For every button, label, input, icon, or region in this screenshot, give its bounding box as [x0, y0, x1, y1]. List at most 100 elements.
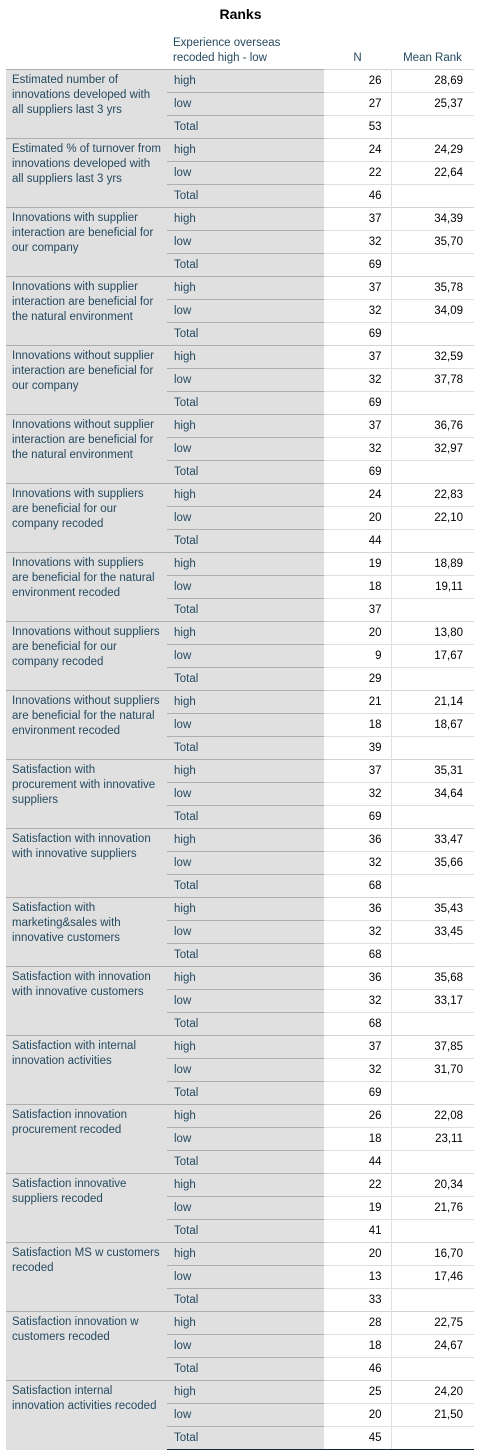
- mean-rank-cell: [391, 874, 474, 898]
- group-label: high: [167, 138, 324, 162]
- n-cell: 69: [324, 253, 392, 277]
- n-cell: 18: [324, 1127, 392, 1151]
- table-row: Total 41: [6, 1219, 474, 1243]
- mean-rank-cell: 33,47: [391, 828, 474, 852]
- group-label: Total: [167, 667, 324, 691]
- table-row: Innovations without suppliers are benefi…: [6, 690, 474, 760]
- mean-rank-cell: 28,69: [391, 69, 474, 93]
- table-row: low 32 33,17: [6, 989, 474, 1013]
- table-row: Total 29: [6, 667, 474, 691]
- table-row: Satisfaction innovation w customers reco…: [6, 1311, 474, 1381]
- n-cell: 37: [324, 345, 392, 369]
- n-cell: 13: [324, 1265, 392, 1289]
- variable-label: Estimated number of innovations develope…: [6, 69, 167, 139]
- n-cell: 32: [324, 230, 392, 254]
- group-label: high: [167, 1035, 324, 1059]
- mean-rank-cell: 21,50: [391, 1403, 474, 1427]
- n-cell: 37: [324, 759, 392, 783]
- group-label: high: [167, 966, 324, 990]
- ranks-table-container: Experience overseas recoded high - low N…: [6, 34, 474, 1450]
- variable-label: Satisfaction innovation w customers reco…: [6, 1311, 167, 1381]
- group-label: high: [167, 759, 324, 783]
- n-cell: 18: [324, 713, 392, 737]
- mean-rank-cell: 36,76: [391, 414, 474, 438]
- table-row: Satisfaction with procurement with innov…: [6, 759, 474, 829]
- mean-rank-cell: [391, 667, 474, 691]
- n-cell: 25: [324, 1380, 392, 1404]
- table-row: low 32 34,09: [6, 299, 474, 323]
- mean-rank-cell: [391, 736, 474, 760]
- n-cell: 37: [324, 414, 392, 438]
- group-label: low: [167, 161, 324, 185]
- group-label: Total: [167, 598, 324, 622]
- variable-label: Innovations with supplier interaction ar…: [6, 207, 167, 277]
- table-row: low 32 35,66: [6, 851, 474, 875]
- group-label: low: [167, 851, 324, 875]
- n-cell: 37: [324, 207, 392, 231]
- mean-rank-cell: 20,34: [391, 1173, 474, 1197]
- group-label: low: [167, 437, 324, 461]
- mean-rank-cell: 22,64: [391, 161, 474, 185]
- group-label: low: [167, 920, 324, 944]
- n-cell: 69: [324, 1081, 392, 1105]
- table-row: Total 44: [6, 529, 474, 553]
- n-cell: 32: [324, 299, 392, 323]
- group-label: high: [167, 414, 324, 438]
- mean-rank-cell: 34,39: [391, 207, 474, 231]
- mean-rank-cell: [391, 805, 474, 829]
- group-label: high: [167, 276, 324, 300]
- variable-label: Satisfaction innovative suppliers recode…: [6, 1173, 167, 1243]
- mean-rank-cell: 32,97: [391, 437, 474, 461]
- table-row: Innovations without suppliers are benefi…: [6, 621, 474, 691]
- mean-rank-cell: 34,09: [391, 299, 474, 323]
- n-cell: 20: [324, 621, 392, 645]
- n-cell: 20: [324, 506, 392, 530]
- table-row: Satisfaction innovative suppliers recode…: [6, 1173, 474, 1243]
- variable-label: Innovations without supplier interaction…: [6, 414, 167, 484]
- variable-label: Satisfaction with internal innovation ac…: [6, 1035, 167, 1105]
- n-cell: 44: [324, 529, 392, 553]
- mean-rank-cell: [391, 943, 474, 967]
- n-cell: 32: [324, 1058, 392, 1082]
- mean-rank-cell: 18,89: [391, 552, 474, 576]
- group-label: low: [167, 1196, 324, 1220]
- n-cell: 68: [324, 943, 392, 967]
- mean-rank-cell: [391, 598, 474, 622]
- group-label: Total: [167, 874, 324, 898]
- n-cell: 32: [324, 989, 392, 1013]
- group-label: low: [167, 506, 324, 530]
- mean-rank-cell: 24,20: [391, 1380, 474, 1404]
- group-label: Total: [167, 943, 324, 967]
- table-row: low 32 33,45: [6, 920, 474, 944]
- group-label: low: [167, 230, 324, 254]
- n-cell: 24: [324, 483, 392, 507]
- table-row: Satisfaction with internal innovation ac…: [6, 1035, 474, 1105]
- table-row: low 13 17,46: [6, 1265, 474, 1289]
- group-label: high: [167, 69, 324, 93]
- n-cell: 69: [324, 805, 392, 829]
- group-label: Total: [167, 1081, 324, 1105]
- mean-rank-header: Mean Rank: [403, 52, 462, 64]
- mean-rank-cell: 35,66: [391, 851, 474, 875]
- table-row: Total 69: [6, 391, 474, 415]
- group-label: high: [167, 1311, 324, 1335]
- group-label: high: [167, 897, 324, 921]
- n-cell: 36: [324, 828, 392, 852]
- mean-rank-cell: 22,75: [391, 1311, 474, 1335]
- n-cell: 36: [324, 897, 392, 921]
- n-cell: 37: [324, 276, 392, 300]
- n-cell: 44: [324, 1150, 392, 1174]
- table-row: Satisfaction with innovation with innova…: [6, 828, 474, 898]
- table-row: Satisfaction MS w customers recoded high 2…: [6, 1242, 474, 1312]
- variable-label: Innovations without suppliers are benefi…: [6, 621, 167, 691]
- table-row: Total 69: [6, 253, 474, 277]
- variable-header: [6, 34, 167, 70]
- n-cell: 32: [324, 920, 392, 944]
- table-row: low 19 21,76: [6, 1196, 474, 1220]
- n-cell: 37: [324, 598, 392, 622]
- variable-label: Satisfaction innovation procurement reco…: [6, 1104, 167, 1174]
- mean-rank-cell: 24,29: [391, 138, 474, 162]
- table-row: Estimated number of innovations develope…: [6, 69, 474, 139]
- mean-rank-cell: 37,78: [391, 368, 474, 392]
- variable-label: Innovations with suppliers are beneficia…: [6, 552, 167, 622]
